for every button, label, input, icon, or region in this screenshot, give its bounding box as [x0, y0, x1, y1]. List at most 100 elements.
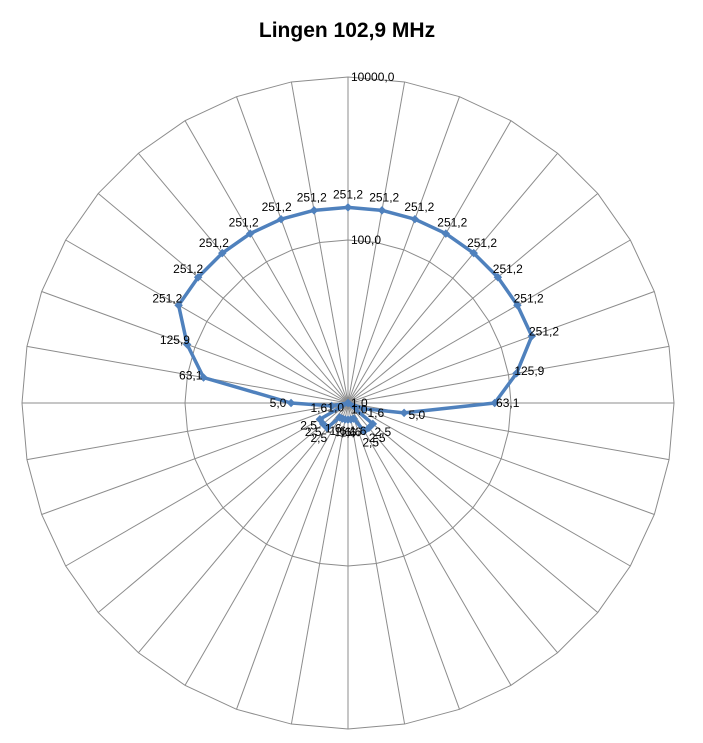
radial-tick-label: 100,0 — [351, 233, 381, 247]
data-label: 251,2 — [404, 200, 434, 214]
data-point — [193, 273, 203, 282]
data-point — [527, 331, 537, 341]
data-point — [469, 248, 478, 258]
data-label: 1,6 — [340, 426, 357, 440]
data-point — [199, 373, 208, 382]
data-label: 251,2 — [152, 292, 182, 306]
grid-spoke-21 — [184, 402, 349, 686]
data-label: 251,2 — [229, 215, 259, 229]
data-label: 1,6 — [330, 424, 347, 438]
data-label: 251,2 — [437, 215, 467, 229]
grid-spoke-28 — [26, 345, 349, 404]
data-point — [359, 426, 369, 436]
data-point — [309, 206, 319, 215]
data-label: 251,2 — [514, 292, 544, 306]
grid-spoke-11 — [347, 402, 655, 515]
grid-spoke-29 — [41, 291, 349, 404]
data-point — [490, 398, 499, 408]
data-point — [513, 300, 522, 310]
grid-spoke-33 — [184, 120, 349, 404]
data-label: 2,5 — [362, 435, 379, 449]
data-label: 2,5 — [374, 425, 391, 439]
radial-tick-label: 10000,0 — [351, 70, 395, 84]
grid-spoke-1 — [347, 81, 406, 404]
radial-tick-labels: 1,0 100,0 10000,0 — [351, 70, 395, 410]
data-point — [174, 300, 183, 310]
grid-spoke-5 — [347, 193, 599, 404]
data-label: 251,2 — [262, 200, 292, 214]
grid-spoke-8 — [347, 345, 670, 404]
data-label: 5,0 — [409, 408, 426, 422]
data-label: 251,2 — [369, 191, 399, 205]
data-label: 2,5 — [369, 431, 386, 445]
grid-spoke-15 — [347, 402, 512, 686]
data-point — [377, 206, 387, 215]
data-label: 251,2 — [173, 262, 203, 276]
data-point — [399, 408, 409, 418]
data-point — [335, 413, 344, 422]
grid-spoke-30 — [65, 239, 349, 404]
data-label: 251,2 — [199, 236, 229, 250]
data-label: 63,1 — [496, 396, 520, 410]
data-label: 2,5 — [300, 419, 317, 433]
grid-spoke-32 — [138, 152, 349, 404]
data-point — [359, 404, 368, 413]
grid-spoke-3 — [347, 120, 512, 404]
data-point — [315, 414, 325, 424]
data-point — [182, 340, 192, 349]
data-label: 251,2 — [333, 187, 363, 201]
data-label: 1,6 — [325, 422, 342, 436]
grid-spoke-25 — [41, 402, 349, 515]
grid-spoke-14 — [347, 402, 558, 654]
grid-spoke-31 — [97, 193, 349, 404]
data-label: 5,0 — [270, 396, 287, 410]
grid-spoke-13 — [347, 402, 599, 613]
chart-series — [174, 203, 537, 436]
chart-title: Lingen 102,9 MHz — [259, 19, 435, 42]
data-point — [276, 214, 286, 224]
data-label: 125,9 — [514, 364, 544, 378]
data-labels: 251,2 251,2251,2251,2251,2251,2251,2251,2… — [152, 187, 559, 449]
data-label: 251,2 — [529, 325, 559, 339]
grid-spoke-26 — [26, 402, 349, 461]
data-point — [218, 248, 227, 258]
grid-spoke-35 — [290, 81, 349, 404]
grid-spoke-6 — [347, 239, 631, 404]
data-label: 251,2 — [297, 191, 327, 205]
data-point — [493, 273, 503, 282]
data-label: 1,0 — [327, 400, 344, 414]
data-point — [410, 214, 420, 224]
data-label: 1,6 — [345, 425, 362, 439]
data-label: 1,6 — [350, 424, 367, 438]
grid-spoke-19 — [290, 402, 349, 725]
data-label: 2,5 — [310, 431, 327, 445]
grid-spoke-22 — [138, 402, 349, 654]
grid-spoke-20 — [236, 402, 349, 710]
grid-spoke-23 — [97, 402, 349, 613]
grid-spoke-7 — [347, 291, 655, 404]
data-point — [343, 203, 353, 212]
radial-tick-label: 1,0 — [351, 396, 368, 410]
grid-spoke-12 — [347, 402, 631, 567]
grid-spoke-16 — [347, 402, 460, 710]
data-point — [327, 401, 336, 411]
data-label: 1,6 — [310, 401, 327, 415]
grid-spoke-34 — [236, 96, 349, 404]
grid-spoke-17 — [347, 402, 406, 725]
data-point — [343, 398, 353, 408]
data-label: 1,0 — [351, 403, 368, 417]
data-point — [286, 398, 296, 408]
data-label: 125,9 — [160, 333, 190, 347]
chart-grid — [21, 76, 675, 730]
data-label: 251,2 — [467, 236, 497, 250]
data-label: 1,6 — [368, 406, 385, 420]
grid-spoke-4 — [347, 152, 558, 404]
data-label: 63,1 — [179, 368, 203, 382]
data-point — [512, 369, 521, 378]
data-label: 1,6 — [335, 425, 352, 439]
data-point — [441, 229, 451, 238]
data-label: 251,2 — [493, 262, 523, 276]
data-label: 2,5 — [305, 425, 322, 439]
grid-spoke-24 — [65, 402, 349, 567]
